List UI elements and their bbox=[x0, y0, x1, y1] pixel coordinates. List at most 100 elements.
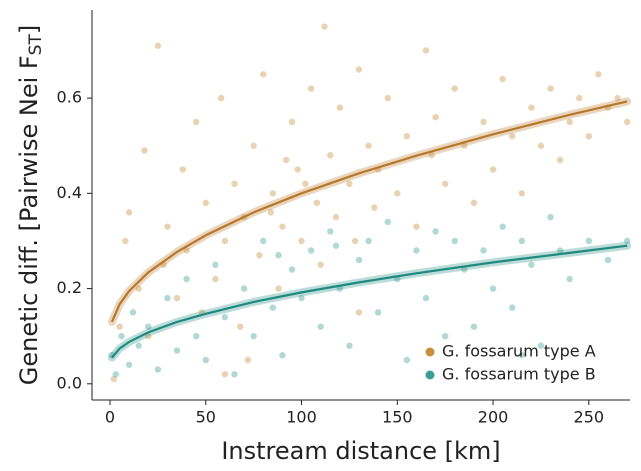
point bbox=[480, 118, 487, 126]
point bbox=[595, 71, 602, 78]
legend-marker bbox=[425, 347, 435, 357]
point bbox=[623, 118, 631, 126]
point bbox=[260, 71, 267, 78]
point bbox=[279, 352, 286, 359]
point bbox=[135, 285, 142, 292]
point bbox=[537, 342, 545, 349]
point bbox=[288, 266, 296, 273]
point bbox=[518, 352, 525, 359]
point bbox=[298, 237, 305, 245]
point bbox=[125, 361, 133, 368]
x-tick-label: 100 bbox=[286, 408, 317, 427]
y-title-suffix: ] bbox=[15, 25, 43, 34]
point bbox=[173, 347, 181, 354]
legend-label: G. fossarum type A bbox=[442, 342, 596, 361]
point bbox=[294, 166, 301, 173]
point bbox=[604, 256, 612, 264]
point bbox=[269, 190, 277, 197]
legend-label: G. fossarum type B bbox=[442, 365, 596, 384]
point bbox=[566, 275, 573, 283]
point bbox=[432, 113, 439, 121]
point-group bbox=[110, 23, 631, 383]
fit-line bbox=[111, 244, 628, 359]
point bbox=[470, 199, 478, 207]
y-tick-label: 0.6 bbox=[57, 88, 82, 107]
point bbox=[355, 66, 363, 73]
point bbox=[275, 285, 282, 292]
point bbox=[145, 332, 152, 340]
point bbox=[110, 375, 118, 383]
y-tick-label: 0.4 bbox=[57, 183, 82, 202]
point bbox=[267, 209, 275, 216]
point bbox=[461, 266, 468, 273]
point bbox=[221, 371, 229, 378]
point bbox=[346, 180, 353, 188]
point bbox=[173, 294, 181, 302]
point bbox=[288, 118, 296, 126]
point bbox=[451, 237, 458, 245]
point bbox=[221, 313, 229, 321]
point bbox=[614, 94, 621, 102]
point bbox=[298, 294, 305, 302]
point bbox=[332, 242, 340, 249]
x-tick-label: 50 bbox=[196, 408, 216, 427]
point bbox=[528, 261, 535, 268]
point bbox=[250, 142, 257, 149]
x-tick-label: 250 bbox=[574, 408, 605, 427]
point bbox=[355, 256, 363, 264]
point bbox=[556, 247, 564, 254]
point-group bbox=[108, 213, 631, 378]
y-title-text: Genetic diff. [Pairwise Nei F bbox=[15, 55, 43, 385]
point bbox=[244, 356, 252, 364]
fit-line bbox=[110, 100, 628, 323]
point bbox=[403, 132, 411, 140]
point bbox=[518, 237, 525, 245]
point bbox=[179, 166, 186, 173]
point bbox=[154, 366, 162, 373]
point bbox=[413, 223, 420, 230]
point bbox=[154, 42, 162, 49]
point bbox=[317, 261, 324, 268]
point bbox=[122, 237, 129, 245]
point bbox=[317, 323, 324, 330]
point bbox=[374, 309, 382, 316]
point bbox=[441, 180, 449, 188]
point bbox=[413, 247, 420, 254]
point bbox=[231, 371, 238, 378]
point bbox=[260, 237, 267, 245]
point bbox=[164, 223, 171, 230]
x-axis-title: Instream distance [km] bbox=[221, 437, 500, 465]
y-tick-label: 0.2 bbox=[57, 278, 82, 297]
point bbox=[384, 94, 391, 102]
point bbox=[432, 228, 439, 235]
point bbox=[307, 85, 315, 92]
point bbox=[240, 285, 248, 292]
point bbox=[355, 309, 363, 316]
point bbox=[283, 156, 290, 164]
point bbox=[480, 247, 487, 254]
point bbox=[202, 199, 209, 207]
point bbox=[192, 332, 200, 340]
point bbox=[116, 323, 123, 330]
point bbox=[547, 213, 554, 221]
point bbox=[509, 304, 516, 311]
point bbox=[112, 371, 119, 378]
point bbox=[403, 356, 411, 364]
point bbox=[346, 342, 353, 349]
point bbox=[422, 47, 430, 54]
point bbox=[528, 104, 535, 111]
point bbox=[623, 237, 631, 245]
point bbox=[275, 252, 282, 259]
point bbox=[489, 166, 497, 173]
point bbox=[537, 142, 545, 149]
point bbox=[202, 356, 209, 364]
x-tick-label: 200 bbox=[478, 408, 509, 427]
point bbox=[556, 156, 564, 164]
point bbox=[217, 94, 225, 102]
point bbox=[221, 237, 229, 245]
point bbox=[231, 180, 238, 188]
point bbox=[321, 23, 328, 30]
point bbox=[279, 223, 286, 230]
point bbox=[129, 309, 137, 316]
